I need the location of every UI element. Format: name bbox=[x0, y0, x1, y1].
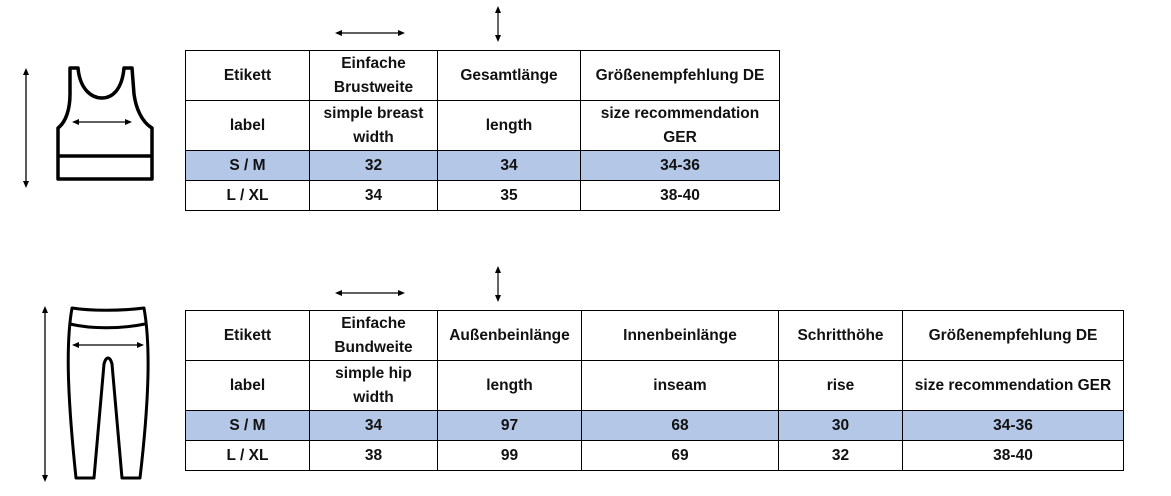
table-row: L / XL 38 99 69 32 38-40 bbox=[185, 440, 1124, 471]
top-size-table: Etikett Einfache Brustweite Gesamtlänge … bbox=[185, 50, 780, 211]
table-cell: 34 bbox=[437, 150, 581, 181]
table-cell: 35 bbox=[437, 180, 581, 211]
table-header-row: label simple breast width length size re… bbox=[185, 100, 780, 151]
table-cell: L / XL bbox=[185, 180, 310, 211]
table-row: S / M 32 34 34-36 bbox=[185, 150, 780, 181]
table-cell: 32 bbox=[778, 440, 903, 471]
header-cell: rise bbox=[778, 360, 903, 411]
header-cell: label bbox=[185, 360, 310, 411]
table-cell: 30 bbox=[778, 410, 903, 441]
table-cell: 68 bbox=[581, 410, 779, 441]
table-cell: 34 bbox=[309, 410, 438, 441]
table-cell: S / M bbox=[185, 150, 310, 181]
table-cell: L / XL bbox=[185, 440, 310, 471]
header-cell: Außenbeinlänge bbox=[437, 310, 582, 361]
tank-top-icon bbox=[23, 66, 154, 188]
header-cell: size recommendation GER bbox=[902, 360, 1124, 411]
header-cell: Größenempfehlung DE bbox=[902, 310, 1124, 361]
double-arrow-icon bbox=[495, 6, 501, 42]
double-arrow-icon bbox=[335, 30, 405, 36]
header-cell: length bbox=[437, 360, 582, 411]
table-cell: 38-40 bbox=[902, 440, 1124, 471]
header-cell: Einfache Brustweite bbox=[309, 50, 438, 101]
header-cell: Etikett bbox=[185, 50, 310, 101]
table-cell: S / M bbox=[185, 410, 310, 441]
table-cell: 97 bbox=[437, 410, 582, 441]
table-header-row: Etikett Einfache Brustweite Gesamtlänge … bbox=[185, 50, 780, 101]
header-cell: Gesamtlänge bbox=[437, 50, 581, 101]
header-cell: simple breast width bbox=[309, 100, 438, 151]
table-row: S / M 34 97 68 30 34-36 bbox=[185, 410, 1124, 441]
header-cell: label bbox=[185, 100, 310, 151]
table-cell: 34-36 bbox=[902, 410, 1124, 441]
leggings-icon bbox=[42, 306, 150, 482]
table-header-row: Etikett Einfache Bundweite Außenbeinläng… bbox=[185, 310, 1124, 361]
table-cell: 34-36 bbox=[580, 150, 780, 181]
table-cell: 38-40 bbox=[580, 180, 780, 211]
double-arrow-icon bbox=[495, 266, 501, 302]
double-arrow-icon bbox=[335, 290, 405, 296]
header-cell: size recommendation GER bbox=[580, 100, 780, 151]
table-cell: 69 bbox=[581, 440, 779, 471]
header-cell: Innenbeinlänge bbox=[581, 310, 779, 361]
header-cell: Größenempfehlung DE bbox=[580, 50, 780, 101]
header-cell: Schritthöhe bbox=[778, 310, 903, 361]
table-cell: 38 bbox=[309, 440, 438, 471]
table-row: L / XL 34 35 38-40 bbox=[185, 180, 780, 211]
header-cell: Einfache Bundweite bbox=[309, 310, 438, 361]
header-cell: simple hip width bbox=[309, 360, 438, 411]
header-cell: length bbox=[437, 100, 581, 151]
table-header-row: label simple hip width length inseam ris… bbox=[185, 360, 1124, 411]
table-cell: 32 bbox=[309, 150, 438, 181]
header-cell: inseam bbox=[581, 360, 779, 411]
table-cell: 99 bbox=[437, 440, 582, 471]
header-cell: Etikett bbox=[185, 310, 310, 361]
bottom-size-table: Etikett Einfache Bundweite Außenbeinläng… bbox=[185, 310, 1124, 471]
table-cell: 34 bbox=[309, 180, 438, 211]
